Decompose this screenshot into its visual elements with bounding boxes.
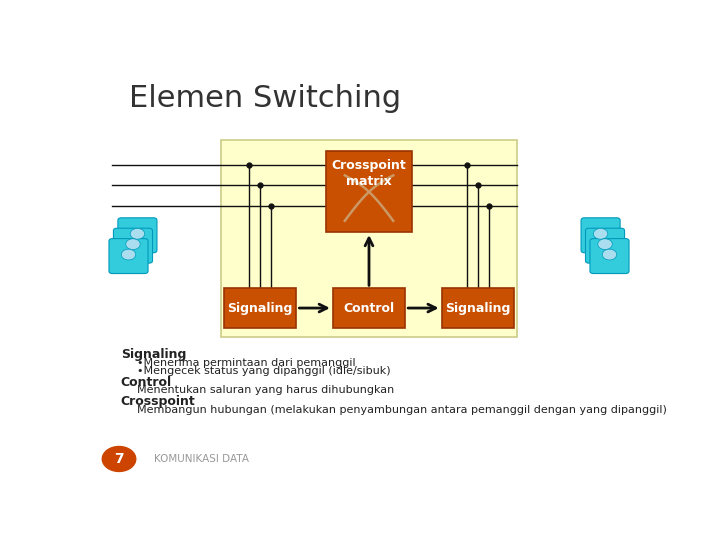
FancyBboxPatch shape — [224, 288, 297, 328]
Circle shape — [602, 249, 617, 260]
Text: Elemen Switching: Elemen Switching — [129, 84, 401, 112]
Text: 7: 7 — [114, 452, 124, 466]
Text: •Menerima permintaan dari pemanggil: •Menerima permintaan dari pemanggil — [138, 358, 356, 368]
Text: KOMUNIKASI DATA: KOMUNIKASI DATA — [154, 454, 249, 464]
Text: Control: Control — [121, 376, 172, 389]
FancyBboxPatch shape — [333, 288, 405, 328]
Text: Signaling: Signaling — [445, 301, 510, 314]
Text: Signaling: Signaling — [121, 348, 186, 361]
Text: Crosspoint: Crosspoint — [121, 395, 195, 408]
Text: Signaling: Signaling — [228, 301, 293, 314]
FancyBboxPatch shape — [585, 228, 624, 263]
FancyBboxPatch shape — [325, 151, 413, 232]
FancyBboxPatch shape — [590, 239, 629, 274]
FancyBboxPatch shape — [114, 228, 153, 263]
Circle shape — [598, 239, 612, 249]
Text: •Mengecek status yang dipanggil (idle/sibuk): •Mengecek status yang dipanggil (idle/si… — [138, 366, 391, 376]
Text: Crosspoint
matrix: Crosspoint matrix — [332, 159, 406, 188]
Circle shape — [121, 249, 136, 260]
FancyBboxPatch shape — [109, 239, 148, 274]
Text: Membangun hubungan (melakukan penyambungan antara pemanggil dengan yang dipanggi: Membangun hubungan (melakukan penyambung… — [138, 404, 667, 415]
FancyBboxPatch shape — [441, 288, 514, 328]
FancyBboxPatch shape — [221, 140, 517, 337]
FancyBboxPatch shape — [581, 218, 620, 253]
Text: Control: Control — [343, 301, 395, 314]
Circle shape — [126, 239, 140, 249]
Text: Menentukan saluran yang harus dihubungkan: Menentukan saluran yang harus dihubungka… — [138, 386, 395, 395]
Circle shape — [130, 228, 145, 239]
Circle shape — [593, 228, 608, 239]
Circle shape — [102, 447, 136, 471]
FancyBboxPatch shape — [118, 218, 157, 253]
